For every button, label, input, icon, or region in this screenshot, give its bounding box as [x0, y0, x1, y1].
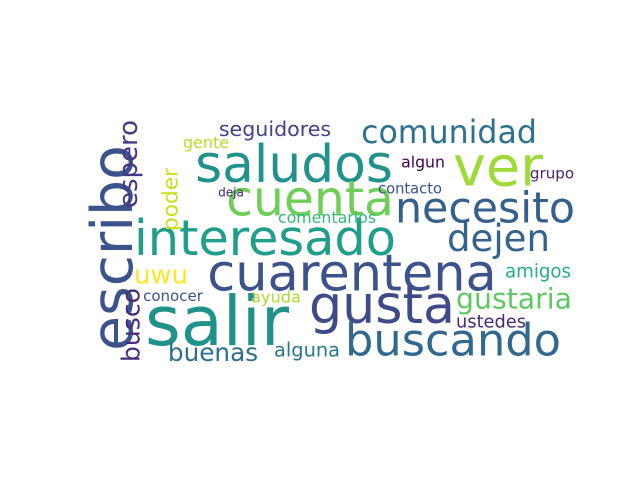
- word-deja: deja: [218, 186, 244, 200]
- word-grupo: grupo: [530, 165, 574, 183]
- word-interesado: interesado: [134, 209, 396, 267]
- word-comunidad: comunidad: [361, 115, 537, 151]
- word-alguna: alguna: [274, 339, 340, 362]
- word-contacto: contacto: [378, 181, 442, 198]
- word-saludos: saludos: [195, 135, 393, 195]
- word-escribo: escribo: [80, 145, 146, 351]
- word-busco: busco: [117, 288, 146, 362]
- word-cuarentena: cuarentena: [207, 245, 497, 304]
- word-gustaria: gustaria: [456, 283, 572, 316]
- word-ustedes: ustedes: [456, 312, 526, 333]
- word-amigos: amigos: [505, 262, 571, 283]
- word-buenas: buenas: [168, 338, 258, 367]
- word-buscando: buscando: [345, 315, 561, 367]
- word-seguidores: seguidores: [219, 117, 331, 141]
- word-espero: espero: [114, 120, 144, 208]
- word-cuenta: cuenta: [226, 171, 394, 228]
- word-poder: poder: [159, 168, 184, 231]
- word-gente: gente: [183, 133, 229, 152]
- word-comentarios: comentarios: [278, 208, 376, 227]
- word-salir: salir: [145, 282, 290, 362]
- word-ayuda: ayuda: [251, 288, 301, 307]
- word-ver: ver: [453, 135, 543, 200]
- word-conocer: conocer: [143, 287, 204, 305]
- word-algun: algun: [401, 153, 445, 172]
- word-gusta: gusta: [309, 275, 455, 336]
- word-necesito: necesito: [395, 184, 575, 234]
- word-dejen: dejen: [447, 217, 550, 260]
- word-uwu: uwu: [134, 261, 188, 291]
